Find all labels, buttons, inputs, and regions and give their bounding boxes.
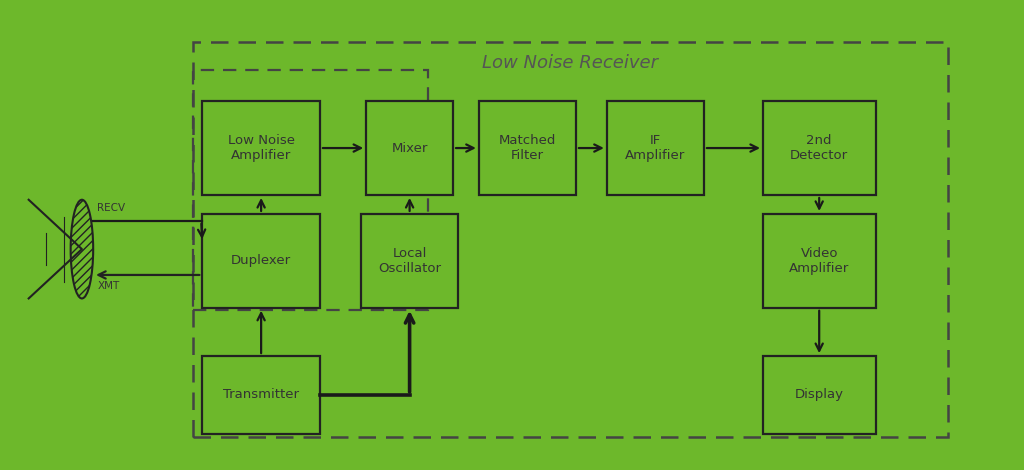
Text: Transmitter: Transmitter: [223, 388, 299, 401]
FancyBboxPatch shape: [763, 101, 876, 195]
FancyBboxPatch shape: [479, 101, 575, 195]
FancyBboxPatch shape: [203, 101, 319, 195]
Text: Display: Display: [795, 388, 844, 401]
Text: RECV: RECV: [97, 203, 125, 212]
Text: Matched
Filter: Matched Filter: [499, 134, 556, 162]
Text: Low Noise
Amplifier: Low Noise Amplifier: [227, 134, 295, 162]
Text: 2nd
Detector: 2nd Detector: [791, 134, 848, 162]
FancyBboxPatch shape: [763, 214, 876, 308]
FancyBboxPatch shape: [367, 101, 454, 195]
Text: Duplexer: Duplexer: [231, 254, 291, 267]
FancyBboxPatch shape: [203, 214, 319, 308]
FancyBboxPatch shape: [203, 356, 319, 433]
Text: Low Noise Receiver: Low Noise Receiver: [482, 54, 658, 72]
Text: Local
Oscillator: Local Oscillator: [378, 247, 441, 275]
FancyBboxPatch shape: [763, 356, 876, 433]
FancyBboxPatch shape: [361, 214, 459, 308]
Text: Mixer: Mixer: [391, 141, 428, 155]
Text: XMT: XMT: [97, 281, 120, 291]
Text: IF
Amplifier: IF Amplifier: [626, 134, 685, 162]
FancyBboxPatch shape: [606, 101, 705, 195]
Text: Video
Amplifier: Video Amplifier: [790, 247, 849, 275]
